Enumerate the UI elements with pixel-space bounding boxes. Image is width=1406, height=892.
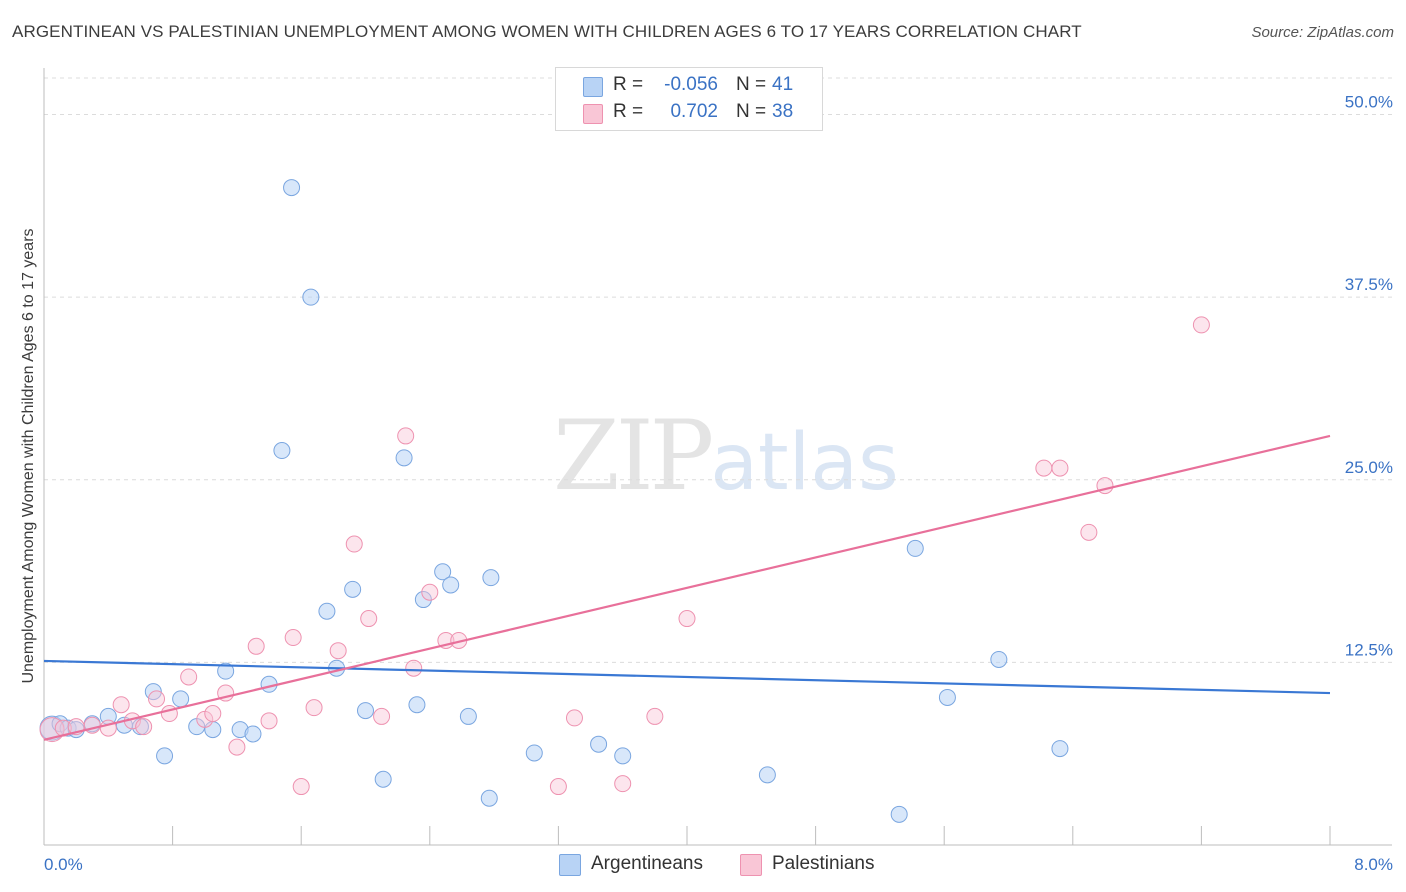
palestinian-point bbox=[1035, 459, 1053, 477]
legend-n-value: 41 bbox=[772, 74, 794, 95]
argentinean-point bbox=[414, 591, 432, 609]
palestinian-point bbox=[247, 637, 265, 655]
watermark: ZIPatlas bbox=[553, 400, 899, 512]
palestinian-point bbox=[1192, 316, 1210, 334]
palestinian-point bbox=[549, 778, 567, 796]
argentinean-trend-line bbox=[43, 659, 1331, 695]
watermark-zip: ZIP bbox=[553, 400, 714, 512]
legend-r-value: -0.056 bbox=[664, 74, 718, 95]
palestinian-point bbox=[345, 535, 363, 553]
palestinian-point bbox=[1051, 459, 1069, 477]
argentinean-point bbox=[156, 747, 174, 765]
argentinean-point bbox=[906, 539, 924, 557]
palestinian-point bbox=[135, 718, 153, 736]
argentinean-point bbox=[482, 569, 500, 587]
chart-title: ARGENTINEAN VS PALESTINIAN UNEMPLOYMENT … bbox=[12, 22, 1082, 41]
palestinian-point bbox=[678, 610, 696, 628]
correlation-legend: R = -0.056 N = 41 R = 0.702 N = 38 bbox=[555, 67, 823, 131]
argentinean-point bbox=[318, 602, 336, 620]
legend-r-label: R = bbox=[613, 74, 644, 95]
argentinean-point bbox=[244, 725, 262, 743]
bottom-legend-swatch-argentineans bbox=[559, 854, 581, 876]
argentinean-point bbox=[408, 696, 426, 714]
legend-row-palestinians: R = 0.702 N = 38 bbox=[556, 101, 822, 128]
argentinean-point bbox=[344, 580, 362, 598]
argentinean-point bbox=[1051, 740, 1069, 758]
argentinean-point bbox=[614, 747, 632, 765]
y-tick-label: 12.5% bbox=[1345, 640, 1393, 659]
y-tick-label: 25.0% bbox=[1345, 458, 1393, 477]
bottom-legend-swatch-palestinians bbox=[740, 854, 762, 876]
palestinian-point bbox=[305, 699, 323, 717]
x-tick-label-min: 0.0% bbox=[44, 855, 83, 874]
palestinian-point bbox=[148, 690, 166, 708]
source-label: Source: ZipAtlas.com bbox=[1251, 24, 1394, 41]
argentinean-point bbox=[938, 688, 956, 706]
argentinean-point bbox=[442, 576, 460, 594]
palestinian-point bbox=[284, 629, 302, 647]
y-tick-label: 50.0% bbox=[1345, 93, 1393, 112]
palestinian-point bbox=[614, 775, 632, 793]
argentinean-point bbox=[395, 449, 413, 467]
argentinean-point bbox=[590, 735, 608, 753]
argentinean-point bbox=[480, 789, 498, 807]
argentinean-point bbox=[525, 744, 543, 762]
palestinian-point bbox=[421, 583, 439, 601]
palestinian-point bbox=[228, 738, 246, 756]
palestinian-point bbox=[260, 712, 278, 730]
argentinean-point bbox=[172, 690, 190, 708]
legend-r-label: R = bbox=[613, 101, 644, 122]
argentinean-point bbox=[357, 702, 374, 720]
palestinian-point bbox=[373, 707, 391, 725]
argentinean-point bbox=[434, 563, 452, 581]
palestinian-point bbox=[360, 610, 378, 628]
y-axis-label: Unemployment Among Women with Children A… bbox=[20, 228, 37, 684]
watermark-atlas: atlas bbox=[710, 418, 899, 508]
argentinean-point bbox=[283, 179, 301, 197]
legend-n-label: N = bbox=[736, 101, 767, 122]
bottom-legend-label: Argentineans bbox=[591, 853, 703, 874]
palestinian-point bbox=[565, 709, 583, 727]
palestinian-point bbox=[292, 778, 310, 796]
argentinean-point bbox=[273, 442, 291, 460]
argentinean-point bbox=[217, 662, 235, 680]
argentinean-point bbox=[990, 650, 1008, 668]
y-axis-label-container: Unemployment Among Women with Children A… bbox=[17, 0, 41, 892]
palestinian-point bbox=[329, 642, 347, 660]
legend-swatch-argentineans bbox=[583, 77, 603, 97]
x-tick-label-max: 8.0% bbox=[1354, 855, 1393, 874]
palestinian-point bbox=[405, 659, 423, 677]
bottom-legend-label: Palestinians bbox=[772, 853, 875, 874]
palestinian-point bbox=[204, 705, 222, 723]
legend-swatch-palestinians bbox=[583, 104, 603, 124]
argentinean-point bbox=[374, 770, 392, 788]
y-tick-label: 37.5% bbox=[1345, 275, 1393, 294]
argentinean-point bbox=[302, 288, 320, 306]
palestinian-point bbox=[397, 427, 415, 445]
palestinian-point bbox=[1080, 523, 1098, 541]
argentinean-point bbox=[890, 805, 908, 823]
argentinean-point bbox=[758, 766, 776, 784]
legend-row-argentineans: R = -0.056 N = 41 bbox=[556, 74, 822, 101]
argentinean-point bbox=[459, 707, 477, 725]
palestinian-point bbox=[180, 668, 198, 686]
legend-n-label: N = bbox=[736, 74, 767, 95]
legend-n-value: 38 bbox=[772, 101, 794, 122]
palestinian-point bbox=[646, 707, 664, 725]
legend-r-value: 0.702 bbox=[670, 101, 718, 122]
palestinian-point bbox=[112, 696, 130, 714]
palestinian-trend-line bbox=[43, 434, 1331, 741]
